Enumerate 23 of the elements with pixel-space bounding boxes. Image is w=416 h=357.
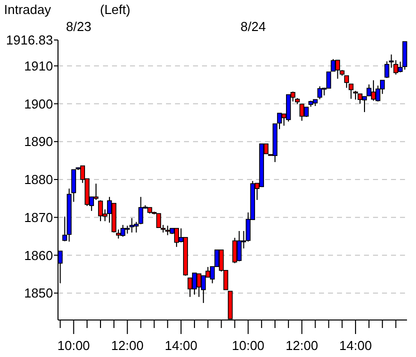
text: 8/23	[66, 19, 92, 34]
x-tick-label: 12:00	[111, 338, 144, 353]
x-tick-label: 14:00	[339, 338, 372, 353]
candlestick	[335, 60, 340, 80]
candlestick	[317, 86, 322, 100]
y-tick-label: 1860	[24, 248, 53, 263]
y-tick-label: 1850	[24, 286, 53, 301]
x-tick-label: 10:00	[57, 338, 90, 353]
chart-subtitle: (Left)	[100, 2, 130, 17]
y-tick-label: 1916.83	[6, 32, 53, 48]
x-tick-label: 12:00	[286, 338, 318, 353]
y-tick-label: 1880	[24, 172, 53, 188]
y-tick-label: 1900	[24, 96, 53, 112]
y-tick-label: 1870	[24, 210, 53, 225]
text: 8/24	[240, 19, 266, 34]
y-tick-label: 1890	[24, 134, 53, 150]
candlestick	[326, 72, 332, 89]
x-tick-label: 10:00	[232, 338, 264, 353]
chart-title: Intraday	[4, 2, 52, 17]
candlestick	[304, 106, 309, 118]
x-tick-label: 14:00	[164, 338, 198, 353]
y-tick-label: 1910	[24, 58, 53, 74]
candlestick	[236, 230, 242, 262]
